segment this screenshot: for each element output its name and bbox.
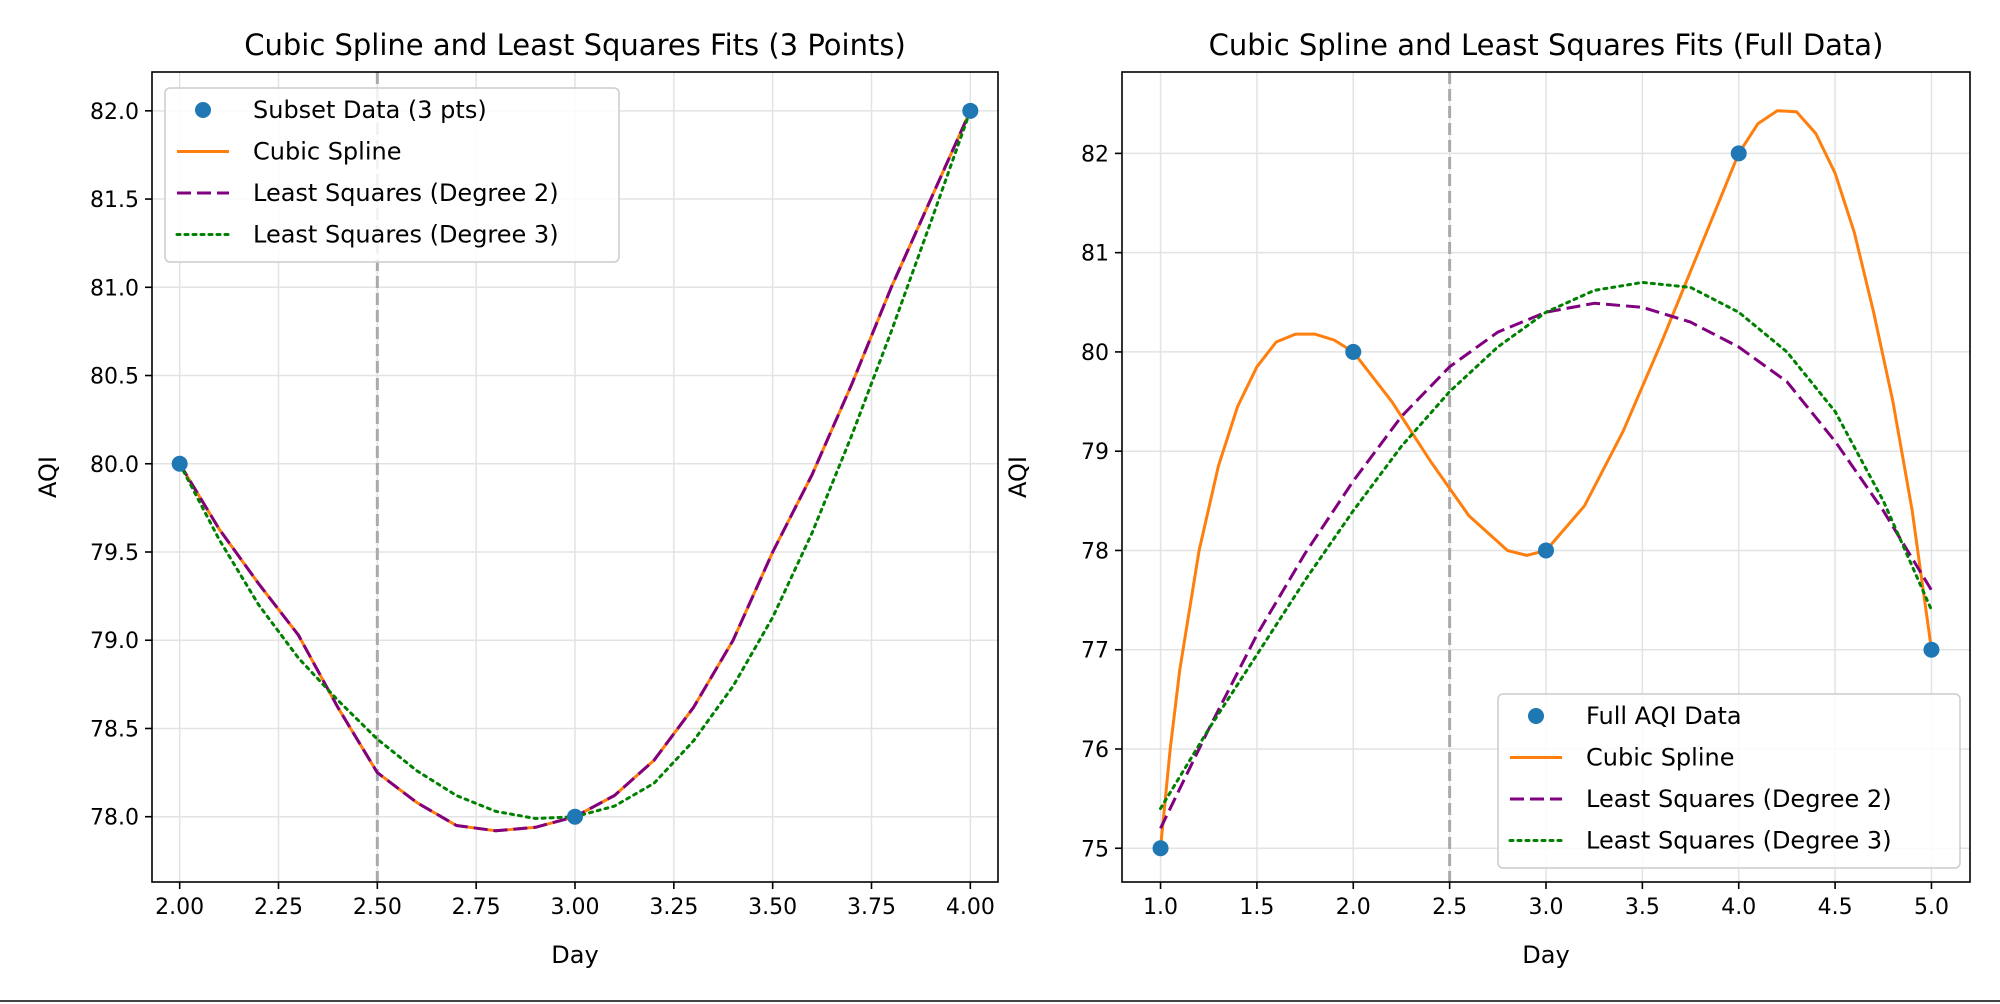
- x-tick-label: 2.00: [155, 895, 204, 920]
- data-point: [962, 102, 979, 119]
- y-tick-label: 80.0: [90, 453, 139, 478]
- y-tick-label: 75: [1081, 837, 1109, 862]
- y-tick-label: 81: [1081, 242, 1109, 267]
- series-line-cubic-spline: [1159, 109, 1933, 849]
- legend-box: [164, 87, 620, 263]
- series-line-least-squares-degree-2: [1159, 301, 1933, 830]
- y-tick-label: 78.5: [90, 717, 139, 742]
- y-tick-label: 82: [1081, 142, 1109, 167]
- x-tick-label: 3.50: [748, 895, 797, 920]
- data-point: [1923, 641, 1940, 658]
- data-point: [1345, 343, 1362, 360]
- chart-title: Cubic Spline and Least Squares Fits (Ful…: [1209, 28, 1884, 62]
- series-line-least-squares-degree-3: [1159, 280, 1933, 810]
- x-tick-label: 3.0: [1529, 895, 1564, 920]
- x-tick-label: 3.25: [649, 895, 698, 920]
- y-tick-label: 77: [1081, 639, 1109, 664]
- legend-box: [1497, 693, 1961, 869]
- legend-label: Least Squares (Degree 2): [1586, 785, 1892, 813]
- x-tick-label: 2.5: [1432, 895, 1467, 920]
- legend-label: Cubic Spline: [253, 138, 401, 166]
- y-tick-label: 80.5: [90, 365, 139, 390]
- y-tick-label: 81.0: [90, 276, 139, 301]
- data-point: [567, 808, 583, 825]
- x-tick-label: 2.0: [1336, 895, 1371, 920]
- x-tick-label: 2.75: [452, 895, 501, 920]
- x-tick-label: 2.25: [254, 895, 303, 920]
- data-point: [171, 455, 188, 472]
- x-axis-label: Day: [1522, 941, 1569, 969]
- legend-marker-points: [1528, 708, 1544, 724]
- x-tick-label: 1.5: [1239, 895, 1274, 920]
- y-tick-label: 81.5: [90, 188, 139, 213]
- y-tick-label: 76: [1081, 738, 1109, 763]
- y-tick-label: 78.0: [90, 806, 139, 831]
- legend-label: Least Squares (Degree 2): [253, 179, 559, 207]
- data-point: [1538, 542, 1554, 559]
- x-tick-label: 3.00: [551, 895, 600, 920]
- y-tick-label: 78: [1081, 539, 1109, 564]
- x-tick-label: 4.0: [1721, 895, 1756, 920]
- legend-label: Subset Data (3 pts): [253, 96, 487, 124]
- x-tick-label: 4.00: [946, 895, 995, 920]
- x-tick-label: 3.75: [847, 895, 896, 920]
- y-tick-label: 80: [1081, 341, 1109, 366]
- legend-label: Cubic Spline: [1586, 744, 1734, 772]
- y-axis-label: AQI: [34, 456, 62, 498]
- right-chart-panel: 1.0 1.5 2.0 2.5 3.0 3.5 4.0 4.5 5.0 75 76 77 78 79 80 8…: [1004, 28, 1971, 969]
- y-axis-label: AQI: [1004, 456, 1032, 498]
- legend: Subset Data (3 pts) Cubic Spline Least Squ…: [164, 87, 620, 263]
- legend-label: Full AQI Data: [1586, 702, 1742, 730]
- x-axis-label: Day: [551, 941, 598, 969]
- data-point: [1730, 145, 1747, 162]
- legend-label: Least Squares (Degree 3): [1586, 827, 1892, 855]
- x-tick-label: 3.5: [1625, 895, 1660, 920]
- chart-title: Cubic Spline and Least Squares Fits (3 P…: [244, 28, 906, 62]
- left-chart-panel: 2.00 2.25 2.50 2.75 3.00 3.25 3.50 3.75 4.00 78.0…: [34, 28, 999, 969]
- x-tick-label: 5.0: [1914, 895, 1949, 920]
- legend-marker-points: [195, 102, 211, 118]
- legend-label: Least Squares (Degree 3): [253, 221, 559, 249]
- x-tick-label: 2.50: [353, 895, 402, 920]
- bottom-divider: [0, 1000, 2000, 1002]
- plot-area: [1159, 109, 1933, 849]
- y-tick-label: 79.5: [90, 541, 139, 566]
- y-tick-label: 82.0: [90, 100, 139, 125]
- x-tick-label: 1.0: [1143, 895, 1178, 920]
- legend: Full AQI Data Cubic Spline Least Squares (…: [1497, 693, 1961, 869]
- data-point: [1152, 840, 1169, 857]
- y-tick-label: 79: [1081, 440, 1109, 465]
- y-tick-label: 79.0: [90, 629, 139, 654]
- x-tick-label: 4.5: [1818, 895, 1853, 920]
